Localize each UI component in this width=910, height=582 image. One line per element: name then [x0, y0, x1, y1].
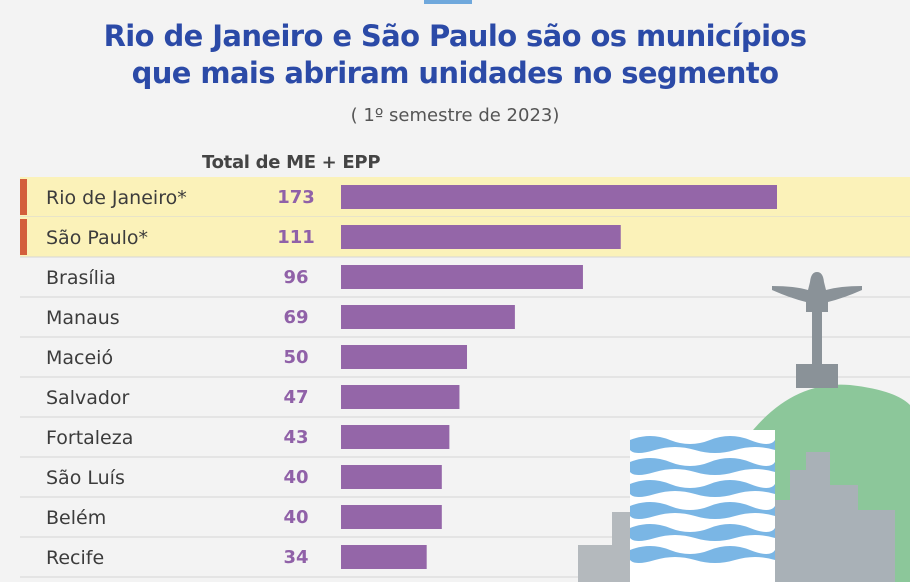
category-label: São Paulo*	[46, 227, 148, 249]
bar	[341, 385, 460, 409]
bar	[341, 545, 427, 569]
category-label: Rio de Janeiro*	[46, 187, 187, 209]
bar	[341, 305, 515, 329]
bar	[341, 425, 450, 449]
chart-title-line-1: Rio de Janeiro e São Paulo são os municí…	[103, 19, 807, 53]
chart-subtitle: ( 1º semestre de 2023)	[350, 105, 560, 126]
rio-illustration	[578, 272, 910, 582]
bar	[341, 265, 583, 289]
city-buildings	[770, 452, 895, 582]
value-label: 96	[283, 267, 308, 288]
category-label: Belém	[46, 507, 106, 529]
category-label: Salvador	[46, 387, 130, 409]
value-label: 50	[283, 347, 308, 368]
value-label: 173	[277, 187, 315, 208]
bar	[341, 465, 442, 489]
chart-title: Rio de Janeiro e São Paulo são os municí…	[0, 18, 910, 92]
category-label: Recife	[46, 547, 104, 569]
value-label: 40	[283, 507, 308, 528]
category-label: Fortaleza	[46, 427, 133, 449]
value-label: 47	[283, 387, 308, 408]
bar	[341, 225, 621, 249]
value-label: 69	[283, 307, 308, 328]
christ-statue-icon	[772, 272, 862, 366]
category-label: Maceió	[46, 347, 113, 369]
statue-pedestal	[796, 364, 838, 388]
highlight-marker	[20, 179, 27, 215]
left-building	[578, 512, 640, 582]
top-accent-tab	[424, 0, 472, 4]
value-label: 43	[283, 427, 308, 448]
rows-layer: Rio de Janeiro* 173 São Paulo* 111 Brasília 9…	[20, 177, 910, 578]
value-column-header: Total de ME + EPP	[202, 152, 381, 173]
value-label: 111	[277, 227, 315, 248]
value-label: 40	[283, 467, 308, 488]
bar	[341, 345, 468, 369]
chart-title-line-2: que mais abriram unidades no segmento	[131, 56, 779, 90]
highlight-marker	[20, 219, 27, 255]
value-label: 34	[283, 547, 308, 568]
category-label: Brasília	[46, 267, 116, 289]
wave-building	[630, 430, 775, 582]
bar	[341, 185, 777, 209]
category-label: São Luís	[46, 467, 125, 489]
bar	[341, 505, 442, 529]
category-label: Manaus	[46, 307, 120, 329]
